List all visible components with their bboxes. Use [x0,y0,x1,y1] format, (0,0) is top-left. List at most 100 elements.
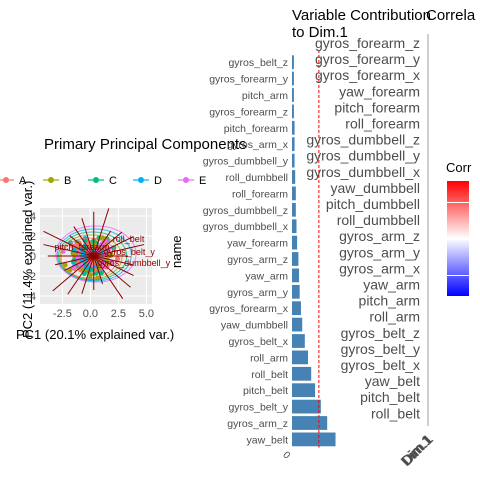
pca-point [71,251,77,257]
contrib-bar [292,268,300,283]
corr-row-label: roll_arm [369,309,420,325]
contrib-category-label: gyros_arm_z [227,418,288,430]
pca-x-tick: 0.0 [83,308,98,320]
contrib-category-label: gyros_dumbbell_x [203,221,289,233]
contrib-bar [292,71,294,86]
pca-loading-arrow [93,244,145,257]
contrib-category-label: gyros_belt_x [228,336,288,348]
corr-row-label: gyros_arm_z [339,228,420,244]
corr-row-label: yaw_dumbbell [331,180,421,196]
corr-legend-title: Corr [446,160,472,175]
corr-row-label: yaw_arm [363,277,420,293]
contrib-category-label: pitch_arm [242,90,288,102]
pca-title: Primary Principal Components [44,136,247,153]
pca-legend-label: C [109,175,117,187]
contrib-title-line2: to Dim.1 [292,24,348,41]
contrib-title-line1: Variable Contribution [292,7,431,24]
contrib-bar [292,219,297,234]
pca-legend: A B C D E [0,175,206,187]
corr-row-label: gyros_forearm_y [315,51,420,67]
pca-y-tick: 0 [30,251,36,263]
corr-row-label: yaw_belt [365,373,420,389]
pca-loading-arrow [43,230,94,257]
pca-x-axis-label: PC1 (20.1% explained var.) [16,327,175,342]
corr-legend-colorbar [447,181,469,296]
contrib-category-label: gyros_belt_z [228,57,288,69]
pca-group-ellipse [55,225,137,283]
contrib-bar [292,170,296,184]
pca-loading-label: roll_belt [113,234,145,244]
pca-loading-arrow [81,255,95,294]
contrib-bar [292,284,300,299]
contrib-bar [292,55,294,70]
pca-point [98,270,104,276]
pca-legend-marker [93,177,99,183]
contrib-category-label: gyros_dumbbell_z [203,205,288,217]
contrib-bar [292,104,294,119]
contrib-category-label: pitch_forearm [224,123,288,135]
corr-row-label: gyros_dumbbell_z [306,132,420,148]
contrib-category-label: roll_belt [251,369,288,381]
contrib-chart: gyros_belt_z gyros_forearm_y pitch_armgyro… [203,50,336,462]
contrib-bar [292,301,301,316]
pca-legend-label: E [199,175,206,187]
contrib-bar [292,350,308,365]
contrib-category-label: roll_forearm [232,188,288,200]
pca-loading-arrow [93,255,131,288]
pca-loading-arrow [52,255,95,292]
corr-row-label: gyros_belt_y [341,341,420,357]
contrib-category-label: roll_arm [250,352,288,364]
contrib-bar [292,202,296,217]
pca-y-tick: -4 [26,291,36,303]
corr-row-label: gyros_arm_y [339,244,420,260]
contrib-bar [292,153,295,168]
pca-group-ellipse [56,228,132,282]
pca-loading-arrow [93,230,112,257]
corr-colorbar-tick [447,238,469,240]
pca-x-tick: 2.5 [111,308,126,320]
pca-loading-arrow [93,255,104,285]
corr-row-label: pitch_forearm [334,99,420,115]
pca-loading-arrow [93,231,123,257]
contrib-bar [292,317,303,332]
corr-row-label: yaw_forearm [339,83,420,99]
contrib-category-label: roll_dumbbell [226,172,288,184]
pca-x-tick: -2.5 [53,308,72,320]
pca-loading-label: pitch_forearm [55,242,110,252]
contrib-bar [292,334,305,348]
contrib-bar [292,432,336,447]
pca-loading-arrow [69,235,95,257]
pca-y-tick: -2 [26,271,36,283]
pca-loading-arrow [93,208,110,257]
contrib-category-label: gyros_arm_z [227,254,288,266]
contrib-category-label: yaw_forearm [227,238,288,250]
pca-loading-arrow [64,255,94,271]
pca-legend-marker [48,177,54,183]
pca-y-tick: 2 [30,231,36,243]
contrib-bar [292,252,299,266]
pca-point [87,272,94,278]
corr-chart: gyros_forearm_zgyros_forearm_ygyros_fore… [306,34,436,469]
pca-loading-arrow [43,244,94,257]
pca-loading-arrow [67,255,95,295]
pca-group-ellipse [60,237,118,279]
pca-point [89,266,95,272]
pca-loading-arrow [81,218,95,257]
pca-legend-marker [138,177,144,183]
pca-loading-label: gyros_dumbbell_y [97,258,171,268]
corr-row-label: gyros_forearm_z [315,35,420,51]
corr-row-label: pitch_dumbbell [326,196,420,212]
contrib-bar [292,383,316,398]
pca-loading-arrow [93,236,134,257]
contrib-category-label: gyros_forearm_x [209,303,289,315]
contrib-bar [292,137,295,152]
pca-loading-arrow [93,255,133,266]
contrib-bar [292,235,298,250]
contrib-category-label: gyros_arm_y [227,287,288,299]
pca-x-tick: 5.0 [139,308,154,320]
contrib-category-label: gyros_forearm_y [209,74,289,86]
contrib-bar [292,186,296,201]
pca-legend-label: D [154,175,162,187]
corr-row-label: roll_belt [371,405,420,421]
